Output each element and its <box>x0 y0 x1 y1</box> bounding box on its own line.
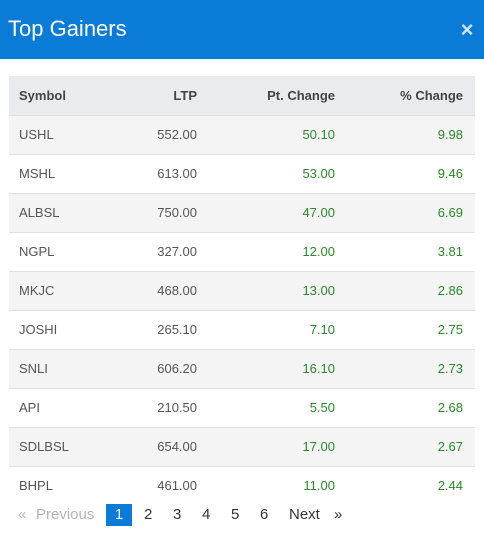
ltp-cell: 654.00 <box>157 439 197 454</box>
previous-page-button: Previous <box>36 506 95 523</box>
pt-change-cell: 47.00 <box>302 205 335 220</box>
ltp-cell: 468.00 <box>157 283 197 298</box>
pct-change-cell: 2.44 <box>437 478 463 494</box>
pct-change-cell: 3.81 <box>437 244 463 259</box>
page-button-1[interactable]: 1 <box>106 504 132 526</box>
column-header-ltp[interactable]: LTP <box>173 87 197 103</box>
symbol-cell: SNLI <box>19 361 48 376</box>
pt-change-cell: 13.00 <box>302 283 335 298</box>
page-button-2[interactable]: 2 <box>144 506 153 523</box>
column-header-symbol[interactable]: Symbol <box>19 87 66 103</box>
table-row: MSHL 613.00 53.00 9.46 <box>9 154 475 193</box>
pct-change-cell: 2.68 <box>437 400 463 415</box>
last-page-arrow[interactable]: » <box>334 506 343 523</box>
page-button-6[interactable]: 6 <box>260 506 269 523</box>
pct-change-cell: 9.98 <box>437 127 463 142</box>
pct-change-cell: 2.75 <box>437 322 463 337</box>
ltp-cell: 327.00 <box>157 244 197 259</box>
pct-change-cell: 2.73 <box>437 361 463 376</box>
ltp-cell: 750.00 <box>157 205 197 220</box>
symbol-cell: NGPL <box>19 244 55 259</box>
table-row: JOSHI 265.10 7.10 2.75 <box>9 310 475 349</box>
pct-change-cell: 9.46 <box>437 166 463 181</box>
modal-title: Top Gainers <box>8 16 127 41</box>
ltp-cell: 613.00 <box>157 166 197 181</box>
gainers-table: Symbol LTP Pt. Change % Change USHL 552.… <box>9 76 475 505</box>
pt-change-cell: 17.00 <box>302 439 335 454</box>
ltp-cell: 552.00 <box>157 127 197 142</box>
pt-change-cell: 12.00 <box>302 244 335 259</box>
symbol-cell: USHL <box>19 127 54 142</box>
table-row: API 210.50 5.50 2.68 <box>9 388 475 427</box>
pt-change-cell: 50.10 <box>302 127 335 142</box>
symbol-cell: SDLBSL <box>19 439 69 454</box>
symbol-cell: API <box>19 400 40 415</box>
next-page-button[interactable]: Next <box>289 506 320 523</box>
symbol-cell: MKJC <box>19 283 55 298</box>
table-row: USHL 552.00 50.10 9.98 <box>9 115 475 154</box>
ltp-cell: 606.20 <box>157 361 197 376</box>
column-header-pct-change[interactable]: % Change <box>400 87 463 103</box>
pct-change-cell: 2.67 <box>437 439 463 454</box>
first-page-arrow: « <box>18 506 27 523</box>
symbol-cell: JOSHI <box>19 322 58 337</box>
close-icon[interactable]: × <box>460 17 474 42</box>
table-row: SDLBSL 654.00 17.00 2.67 <box>9 427 475 466</box>
ltp-cell: 265.10 <box>157 322 197 337</box>
pagination: « Previous 1 2 3 4 5 6 Next » <box>9 504 475 526</box>
page-button-3[interactable]: 3 <box>173 506 182 523</box>
pt-change-cell: 7.10 <box>309 322 335 337</box>
table-header-row: Symbol LTP Pt. Change % Change <box>9 76 475 115</box>
ltp-cell: 210.50 <box>157 400 197 415</box>
column-header-pt-change[interactable]: Pt. Change <box>267 87 335 103</box>
modal-header: Top Gainers × <box>0 0 484 59</box>
page-button-5[interactable]: 5 <box>231 506 240 523</box>
gainers-table-container: Symbol LTP Pt. Change % Change USHL 552.… <box>9 76 475 505</box>
table-row: NGPL 327.00 12.00 3.81 <box>9 232 475 271</box>
symbol-cell: ALBSL <box>19 205 60 220</box>
table-row: BHPL 461.00 11.00 2.44 <box>9 466 475 505</box>
pt-change-cell: 11.00 <box>303 478 335 494</box>
table-body: USHL 552.00 50.10 9.98 MSHL 613.00 53.00… <box>9 115 475 505</box>
page-button-4[interactable]: 4 <box>202 506 211 523</box>
pt-change-cell: 53.00 <box>302 166 335 181</box>
pct-change-cell: 2.86 <box>437 283 463 298</box>
table-row: MKJC 468.00 13.00 2.86 <box>9 271 475 310</box>
table-row: ALBSL 750.00 47.00 6.69 <box>9 193 475 232</box>
ltp-cell: 461.00 <box>157 478 197 494</box>
pt-change-cell: 16.10 <box>302 361 335 376</box>
pct-change-cell: 6.69 <box>437 205 463 220</box>
symbol-cell: MSHL <box>19 166 56 181</box>
symbol-cell: BHPL <box>19 478 53 494</box>
pt-change-cell: 5.50 <box>309 400 335 415</box>
table-row: SNLI 606.20 16.10 2.73 <box>9 349 475 388</box>
